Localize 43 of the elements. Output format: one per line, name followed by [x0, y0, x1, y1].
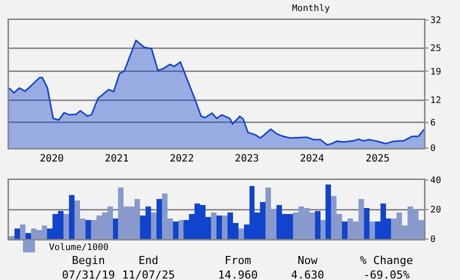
bar — [326, 184, 332, 239]
bar — [14, 228, 20, 239]
y-tick-label: 25 — [430, 44, 442, 54]
chart-subtitle: Monthly — [292, 4, 331, 14]
bar — [216, 215, 222, 239]
bar — [25, 233, 31, 239]
bar — [222, 215, 228, 239]
text: Begin 07/31/19 — [62, 254, 115, 280]
bar — [64, 214, 70, 239]
text: From 14.960 — [218, 254, 258, 280]
bar — [112, 218, 118, 239]
y-tick-label: 32 — [430, 16, 442, 26]
y-tick-label: 6 — [430, 118, 436, 129]
y-tick-label: 19 — [430, 67, 442, 78]
bar — [342, 221, 348, 239]
bar — [85, 220, 91, 239]
bar — [178, 220, 184, 239]
bar — [156, 199, 162, 239]
bar — [211, 212, 216, 239]
bar — [150, 212, 156, 239]
bar — [9, 236, 14, 239]
text: % Change -69.05% — [360, 254, 413, 280]
x-tick-label: 2021 — [104, 154, 129, 164]
x-tick-label: 2020 — [40, 154, 64, 164]
bar — [69, 194, 75, 239]
text: End 11/07/25 — [122, 254, 175, 280]
bar — [314, 210, 320, 239]
x-tick-label: 2023 — [234, 154, 259, 164]
x-tick-label: 2022 — [170, 154, 194, 164]
y-tick-label: 12 — [430, 96, 442, 106]
y-tick-label: 0 — [430, 144, 436, 154]
bar — [320, 220, 326, 239]
y-tick-label: 0 — [430, 235, 436, 246]
x-tick-label: 2024 — [300, 154, 324, 164]
bar — [238, 228, 244, 239]
bar — [369, 221, 375, 239]
legend-label: Volume/1000 — [49, 242, 109, 253]
bar — [172, 221, 178, 239]
y-tick-label: 20 — [430, 206, 442, 216]
y-tick-label: 40 — [430, 176, 442, 186]
x-tick-label: 2025 — [366, 154, 390, 164]
bar — [364, 208, 370, 239]
text: Now 4.630 — [291, 254, 324, 280]
